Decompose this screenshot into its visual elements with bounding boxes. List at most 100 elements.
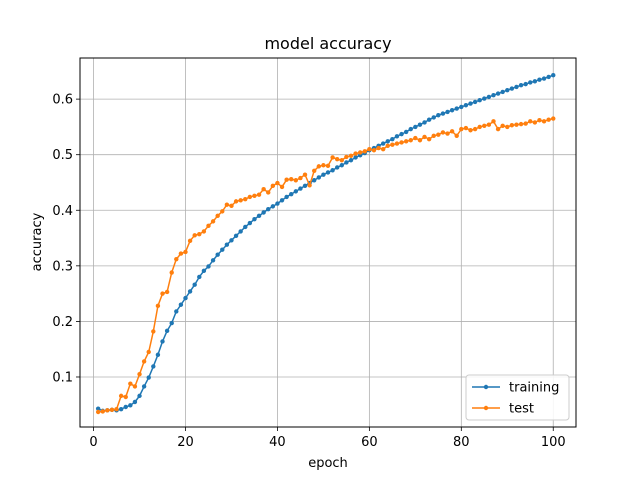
data-point-test xyxy=(312,168,317,174)
data-point-training xyxy=(518,83,524,88)
data-point-test xyxy=(357,150,363,155)
data-point-test xyxy=(187,238,193,244)
data-point-test xyxy=(413,135,418,141)
data-point-training xyxy=(413,124,418,130)
data-point-training xyxy=(514,84,519,90)
data-point-training xyxy=(431,115,436,120)
data-point-training xyxy=(302,183,308,189)
data-point-test xyxy=(491,119,496,124)
data-point-test xyxy=(537,118,542,123)
data-point-training xyxy=(551,73,556,78)
data-point-training xyxy=(289,191,294,197)
data-point-test xyxy=(325,163,331,169)
data-point-test xyxy=(100,409,105,414)
data-point-training xyxy=(197,274,202,280)
grid xyxy=(80,58,576,427)
data-point-test xyxy=(486,122,492,127)
data-point-training xyxy=(380,141,386,146)
legend-marker-training xyxy=(483,384,489,390)
data-point-test xyxy=(417,138,423,143)
data-point-test xyxy=(330,155,335,160)
data-point-test xyxy=(371,148,377,153)
data-point-test xyxy=(514,122,519,127)
data-point-test xyxy=(422,134,427,140)
data-point-test xyxy=(252,193,257,199)
data-point-training xyxy=(509,86,515,91)
data-point-test xyxy=(385,143,390,148)
data-point-training xyxy=(330,168,335,173)
data-point-test xyxy=(472,126,478,132)
data-point-test xyxy=(174,256,179,262)
ticks: 0 20 40 60 80 100 0.1 0.2 0.3 0.4 0.5 0.6 xyxy=(52,93,565,450)
data-point-training xyxy=(279,198,285,203)
data-point-training xyxy=(486,94,492,100)
data-point-training xyxy=(353,155,358,160)
data-point-test xyxy=(426,136,432,142)
data-point-training xyxy=(201,268,207,274)
y-tick-label: 0.3 xyxy=(52,259,73,274)
data-point-test xyxy=(523,121,528,126)
data-point-test xyxy=(261,186,266,192)
data-point-test xyxy=(344,154,349,160)
y-tick-label: 0.6 xyxy=(52,93,73,108)
data-point-training xyxy=(482,96,487,101)
data-point-test xyxy=(114,407,119,412)
data-point-test xyxy=(408,138,413,143)
data-point-test xyxy=(482,123,487,128)
data-point-training xyxy=(385,139,390,144)
data-point-training xyxy=(293,189,299,194)
data-point-test xyxy=(164,289,170,295)
data-point-training xyxy=(266,206,271,212)
data-point-training xyxy=(495,91,501,96)
data-point-training xyxy=(141,384,147,389)
data-point-training xyxy=(95,406,101,411)
data-point-test xyxy=(224,202,230,207)
data-point-test xyxy=(215,213,220,219)
data-point-training xyxy=(243,224,248,230)
y-tick-label: 0.4 xyxy=(52,204,73,219)
data-point-training xyxy=(546,74,551,80)
legend-marker-test xyxy=(483,405,489,411)
data-point-training xyxy=(261,210,266,215)
data-point-test xyxy=(302,172,308,177)
data-point-training xyxy=(449,108,455,113)
data-point-training xyxy=(178,302,184,307)
data-point-test xyxy=(256,192,262,197)
series-test xyxy=(95,116,556,415)
data-point-test xyxy=(197,231,202,237)
data-point-test xyxy=(353,151,358,156)
data-point-test xyxy=(95,409,101,415)
data-point-test xyxy=(284,177,289,182)
data-point-training xyxy=(321,172,326,177)
data-point-training xyxy=(390,136,395,142)
data-point-test xyxy=(206,223,211,229)
data-point-test xyxy=(459,126,464,132)
data-point-test xyxy=(334,156,340,162)
data-point-test xyxy=(440,130,446,135)
data-point-training xyxy=(537,77,542,82)
data-point-training xyxy=(312,178,317,183)
data-point-test xyxy=(541,119,547,124)
data-point-training xyxy=(468,101,473,106)
x-tick-label: 100 xyxy=(541,435,566,450)
data-point-test xyxy=(495,126,501,132)
y-tick-label: 0.1 xyxy=(52,370,73,385)
data-point-test xyxy=(293,178,299,183)
data-point-test xyxy=(403,139,409,144)
series-line-training xyxy=(97,74,554,412)
legend-label-test: test xyxy=(509,402,534,417)
data-point-test xyxy=(109,407,115,412)
x-tick-label: 40 xyxy=(269,435,286,450)
data-point-test xyxy=(376,145,381,151)
data-point-test xyxy=(454,133,459,138)
data-point-training xyxy=(491,93,496,98)
data-point-test xyxy=(394,141,400,146)
data-point-training xyxy=(284,194,289,200)
data-point-test xyxy=(546,117,551,122)
x-tick-label: 20 xyxy=(177,435,194,450)
data-point-test xyxy=(105,408,110,413)
data-point-training xyxy=(403,129,409,135)
data-point-test xyxy=(380,146,386,152)
data-point-training xyxy=(325,170,331,175)
legend: training test xyxy=(465,374,570,421)
